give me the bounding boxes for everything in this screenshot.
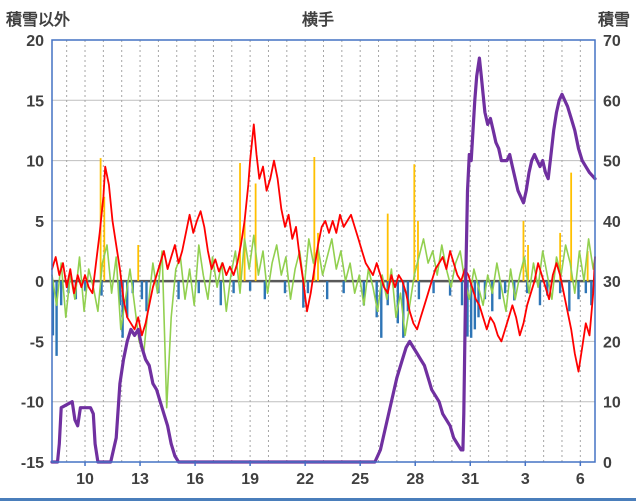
- svg-text:0: 0: [603, 455, 612, 472]
- svg-text:31: 31: [461, 471, 479, 488]
- svg-text:-15: -15: [21, 455, 44, 472]
- svg-text:15: 15: [26, 93, 44, 110]
- svg-text:6: 6: [576, 471, 585, 488]
- svg-text:50: 50: [603, 154, 621, 171]
- svg-text:60: 60: [603, 93, 621, 110]
- svg-text:-5: -5: [30, 334, 44, 351]
- window-bottom-border: [0, 498, 636, 501]
- svg-text:70: 70: [603, 33, 621, 50]
- right-axis-title: 積雪: [597, 12, 630, 29]
- svg-text:3: 3: [521, 471, 530, 488]
- svg-text:19: 19: [241, 471, 259, 488]
- svg-text:20: 20: [26, 33, 44, 50]
- svg-text:28: 28: [406, 471, 424, 488]
- svg-text:20: 20: [603, 334, 621, 351]
- svg-text:5: 5: [35, 214, 44, 231]
- svg-text:40: 40: [603, 214, 621, 231]
- svg-text:-10: -10: [21, 395, 44, 412]
- svg-text:10: 10: [76, 471, 94, 488]
- chart-title: 横手: [301, 12, 334, 29]
- svg-text:22: 22: [296, 471, 314, 488]
- svg-text:10: 10: [26, 154, 44, 171]
- left-axis-title: 積雪以外: [6, 12, 71, 29]
- svg-text:0: 0: [35, 274, 44, 291]
- svg-text:25: 25: [351, 471, 369, 488]
- svg-text:30: 30: [603, 274, 621, 291]
- svg-text:13: 13: [131, 471, 149, 488]
- svg-text:16: 16: [186, 471, 204, 488]
- svg-text:10: 10: [603, 395, 621, 412]
